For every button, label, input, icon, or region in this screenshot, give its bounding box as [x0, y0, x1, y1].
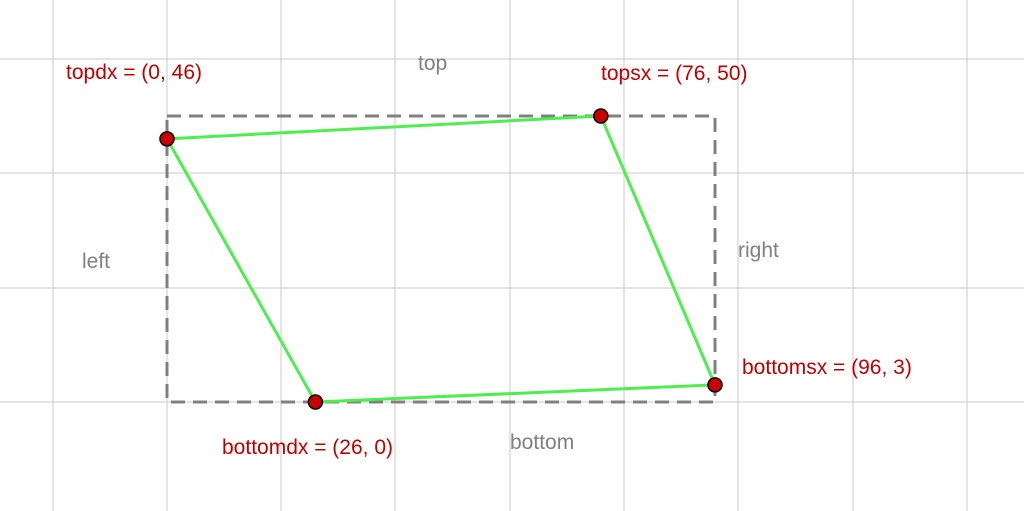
point-label-bottomsx: bottomsx = (96, 3) — [742, 356, 912, 379]
point-label-bottomdx: bottomdx = (26, 0) — [222, 436, 393, 459]
point-topsx[interactable] — [593, 108, 609, 124]
point-bottomdx[interactable] — [307, 394, 324, 410]
side-label-bottom: bottom — [510, 431, 574, 454]
side-label-left: left — [82, 250, 110, 273]
quadrilateral-outline — [164, 114, 718, 404]
point-label-topdx: topdx = (0, 46) — [66, 61, 202, 84]
side-label-right: right — [738, 239, 779, 262]
side-label-top: top — [418, 52, 447, 75]
point-label-topsx: topsx = (76, 50) — [601, 62, 748, 85]
point-topdx[interactable] — [159, 131, 175, 147]
bounding-box — [165, 114, 717, 404]
point-bottomsx[interactable] — [707, 377, 723, 393]
corner-points — [159, 108, 723, 410]
